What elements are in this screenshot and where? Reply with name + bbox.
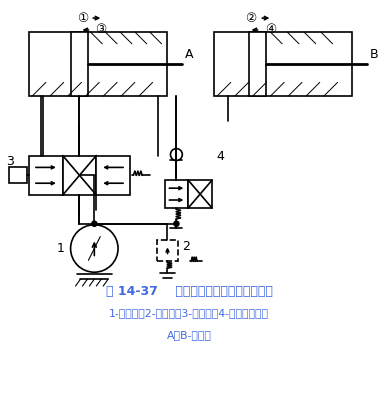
Bar xyxy=(29,156,63,195)
Bar xyxy=(214,32,352,96)
Text: 图 14-37    用行程阀控制的顺序动作回路: 图 14-37 用行程阀控制的顺序动作回路 xyxy=(106,285,273,298)
Circle shape xyxy=(170,149,182,160)
Text: ③: ③ xyxy=(94,23,106,36)
Circle shape xyxy=(70,225,118,272)
Circle shape xyxy=(174,221,179,226)
Circle shape xyxy=(92,221,97,226)
Bar xyxy=(70,32,88,96)
Text: A: A xyxy=(185,48,194,61)
Text: ①: ① xyxy=(77,12,88,25)
Bar xyxy=(248,32,266,96)
Text: 1: 1 xyxy=(57,242,65,255)
Bar xyxy=(63,156,96,195)
Text: 4: 4 xyxy=(216,150,224,163)
Bar xyxy=(96,156,130,195)
Bar xyxy=(188,180,212,208)
Bar xyxy=(165,180,188,208)
Text: 1-液压泵；2-溢流阀；3-换向阀；4-行程换向阀；: 1-液压泵；2-溢流阀；3-换向阀；4-行程换向阀； xyxy=(109,308,269,318)
Text: A、B-液压缸: A、B-液压缸 xyxy=(167,330,212,339)
Text: ②: ② xyxy=(245,12,256,25)
Text: B: B xyxy=(370,48,379,61)
Text: 3: 3 xyxy=(6,155,14,168)
Text: ④: ④ xyxy=(265,23,276,36)
Bar xyxy=(157,240,178,261)
Bar xyxy=(9,167,27,183)
Text: 2: 2 xyxy=(182,240,190,253)
Bar xyxy=(29,32,168,96)
